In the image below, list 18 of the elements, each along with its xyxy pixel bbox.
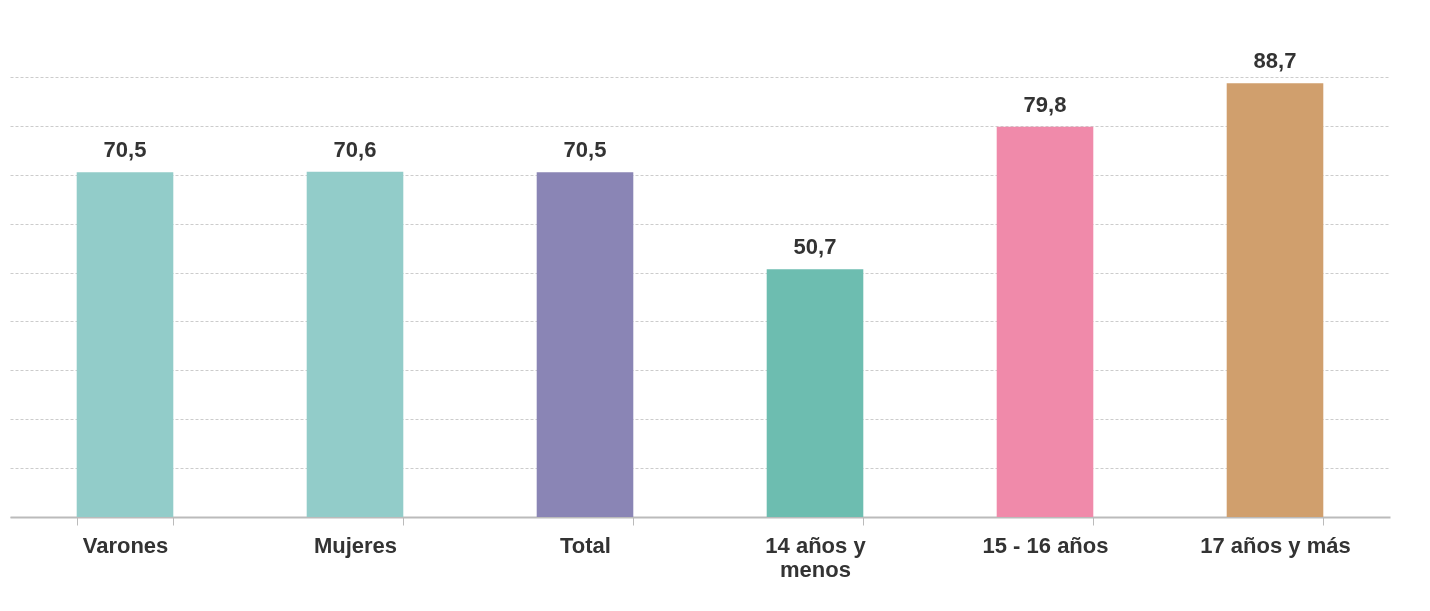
data-label: 70,6	[333, 136, 377, 162]
x-tick-label: 15 - 16 años	[982, 532, 1109, 558]
x-tick-label: 14 años y menos	[765, 532, 867, 582]
x-tick-label: Total	[560, 532, 611, 558]
bar	[536, 172, 634, 517]
bar	[996, 126, 1094, 517]
data-label: 50,7	[793, 234, 837, 260]
data-label: 70,5	[563, 137, 607, 163]
x-tick-label: Mujeres	[313, 532, 398, 558]
x-tick-label: Varones	[82, 532, 169, 558]
bar	[1226, 83, 1324, 517]
bar	[766, 269, 864, 517]
bar	[76, 172, 174, 517]
bar	[306, 171, 404, 517]
data-label: 79,8	[1023, 91, 1067, 117]
data-label: 70,5	[103, 137, 147, 163]
data-label: 88,7	[1253, 48, 1297, 74]
x-tick-label: 17 años y más	[1200, 532, 1351, 558]
